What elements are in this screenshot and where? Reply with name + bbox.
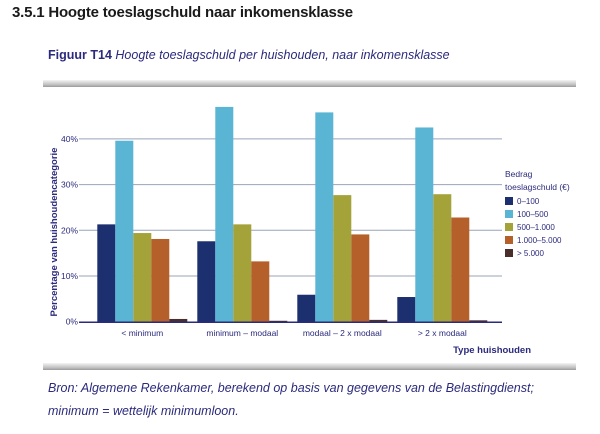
bar (233, 224, 252, 322)
bar (151, 238, 170, 322)
top-divider (43, 80, 576, 87)
y-axis-title: Percentage van huishoudencategorie (49, 148, 60, 317)
source-line-1: Bron: Algemene Rekenkamer, berekend op b… (48, 381, 534, 395)
bar (251, 261, 270, 322)
bar (397, 297, 416, 322)
legend-label: 500–1.000 (517, 223, 555, 232)
bar (197, 241, 216, 322)
y-tick-label: 30% (61, 180, 78, 190)
y-tick-label: 0% (66, 317, 79, 327)
bar (351, 234, 370, 322)
legend-label: 1.000–5.000 (517, 236, 562, 245)
legend-swatch (505, 236, 513, 244)
legend-label: > 5.000 (517, 249, 544, 258)
bar (333, 195, 352, 322)
section-title: 3.5.1 Hoogte toeslagschuld naar inkomens… (12, 4, 353, 21)
category-label: minimum – modaal (206, 328, 278, 338)
figure-number: Figuur T14 (48, 48, 112, 62)
legend: Bedrag toeslagschuld (€) 0–100 100–500 500–1… (505, 169, 570, 258)
bar (415, 127, 434, 322)
bar (115, 140, 134, 322)
bar (433, 194, 452, 322)
bottom-divider (43, 363, 576, 370)
source-line-2: minimum = wettelijk minimumloon. (48, 404, 239, 418)
bar (215, 106, 234, 322)
legend-swatch (505, 223, 513, 231)
y-tick-label: 10% (61, 271, 78, 281)
category-labels: < minimum minimum – modaal modaal – 2 x mo… (121, 328, 466, 338)
legend-swatch (505, 197, 513, 205)
bar (469, 320, 488, 322)
bar (133, 233, 152, 322)
y-tick-label: 40% (61, 134, 78, 144)
legend-swatch (505, 210, 513, 218)
bar (315, 112, 334, 322)
bars (97, 106, 488, 322)
category-label: < minimum (121, 328, 163, 338)
bar (369, 319, 388, 322)
y-tick-label: 20% (61, 225, 78, 235)
legend-title: Bedrag (505, 169, 533, 179)
x-axis-title: Type huishouden (453, 345, 531, 356)
legend-swatch (505, 249, 513, 257)
bar (451, 217, 470, 322)
bar (297, 294, 316, 322)
legend-title: toeslagschuld (€) (505, 182, 570, 192)
bar (97, 224, 116, 322)
bar (169, 318, 188, 322)
y-tick-labels: 0% 10% 20% 30% 40% (61, 134, 78, 327)
legend-label: 0–100 (517, 197, 540, 206)
legend-label: 100–500 (517, 210, 549, 219)
figure-caption: Hoogte toeslagschuld per huishouden, naa… (115, 48, 450, 62)
category-label: > 2 x modaal (418, 328, 467, 338)
figure-title: Figuur T14 Hoogte toeslagschuld per huis… (48, 48, 450, 62)
category-label: modaal – 2 x modaal (303, 328, 382, 338)
bar (269, 320, 288, 322)
